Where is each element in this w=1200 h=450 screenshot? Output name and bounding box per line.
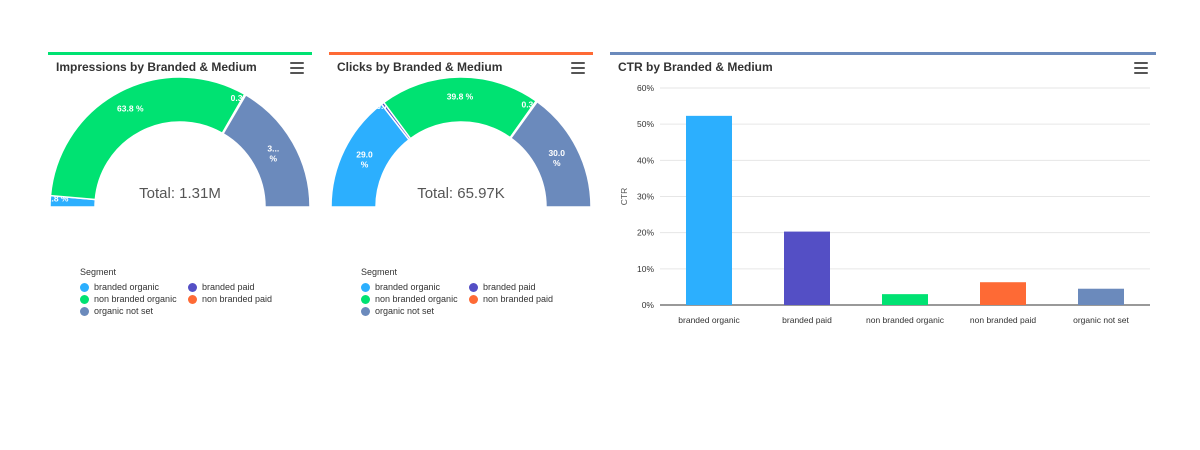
- clicks-total: Total: 65.97K: [417, 185, 505, 202]
- x-tick-label: branded organic: [678, 315, 740, 325]
- legend-dot-icon: [80, 306, 89, 316]
- legend-item-non-branded-paid[interactable]: non branded paid: [188, 294, 298, 304]
- bar-organic-not-set[interactable]: [1078, 288, 1124, 305]
- y-tick-label: 20%: [637, 228, 654, 238]
- bar-non-branded-organic[interactable]: [882, 294, 928, 305]
- y-tick-label: 50%: [637, 119, 654, 129]
- legend-dot-icon: [469, 294, 478, 304]
- legend-item-branded-paid[interactable]: branded paid: [469, 282, 579, 292]
- slice-label-branded-organic: 2.8 %: [47, 194, 69, 204]
- slice-non-branded-organic[interactable]: [382, 76, 538, 140]
- clicks-title: Clicks by Branded & Medium: [337, 60, 503, 74]
- legend-item-branded-paid[interactable]: branded paid: [188, 282, 298, 292]
- impressions-menu-icon[interactable]: [290, 62, 304, 74]
- slice-organic-not-set[interactable]: [509, 100, 592, 208]
- slice-label-non-branded-paid: 0.3 %: [231, 93, 253, 103]
- legend-item-organic-not-set[interactable]: organic not set: [361, 306, 469, 316]
- y-axis-label: CTR: [619, 188, 629, 205]
- legend-item-branded-organic[interactable]: branded organic: [361, 282, 469, 292]
- ctr-panel: CTR by Branded & Medium 0% 10% 20% 30% 40% 50…: [610, 52, 1156, 342]
- clicks-panel: Clicks by Branded & Medium 29.0%0.7 %39.…: [329, 52, 593, 332]
- bar-branded-organic[interactable]: [686, 115, 732, 305]
- y-tick-label: 10%: [637, 264, 654, 274]
- legend-title: Segment: [361, 267, 398, 277]
- legend-dot-icon: [361, 306, 370, 316]
- x-tick-label: branded paid: [782, 315, 832, 325]
- y-tick-label: 30%: [637, 192, 654, 202]
- impressions-semi-donut: 2.8 % 63.8 % 0.3 % 3...%: [47, 76, 311, 208]
- bar-branded-paid[interactable]: [784, 231, 830, 305]
- slice-label-non-branded-organic: 63.8 %: [117, 104, 144, 114]
- ctr-menu-icon[interactable]: [1134, 62, 1148, 74]
- x-tick-label: organic not set: [1073, 315, 1129, 325]
- legend-item-branded-organic[interactable]: branded organic: [80, 282, 188, 292]
- legend-title: Segment: [80, 267, 117, 277]
- legend-dot-icon: [80, 294, 89, 304]
- impressions-total: Total: 1.31M: [139, 185, 221, 202]
- slice-label-branded-organic: 29.0%: [356, 150, 373, 170]
- legend-dot-icon: [361, 294, 370, 304]
- impressions-accent-line: [48, 52, 312, 55]
- legend-item-non-branded-organic[interactable]: non branded organic: [361, 294, 469, 304]
- legend-dot-icon: [469, 282, 478, 292]
- slice-label-organic-not-set: 3...%: [267, 144, 279, 164]
- legend-dot-icon: [80, 282, 89, 292]
- clicks-menu-icon[interactable]: [571, 62, 585, 74]
- y-tick-label: 0%: [642, 300, 655, 310]
- impressions-panel: Impressions by Branded & Medium 2.8 % 63.…: [47, 52, 312, 332]
- bar-non-branded-paid[interactable]: [980, 282, 1026, 305]
- y-tick-label: 40%: [637, 155, 654, 165]
- legend-item-non-branded-paid[interactable]: non branded paid: [469, 294, 579, 304]
- clicks-semi-donut: 29.0%0.7 %39.8 %0.3 %30.0%: [330, 76, 592, 208]
- legend-dot-icon: [361, 282, 370, 292]
- legend-item-organic-not-set[interactable]: organic not set: [80, 306, 188, 316]
- y-tick-label: 60%: [637, 83, 654, 93]
- ctr-accent-line: [610, 52, 1156, 55]
- legend-dot-icon: [188, 282, 197, 292]
- clicks-accent-line: [329, 52, 593, 55]
- slice-organic-not-set[interactable]: [222, 93, 311, 208]
- slice-label-non-branded-organic: 39.8 %: [447, 92, 474, 102]
- x-tick-label: non branded paid: [970, 315, 1036, 325]
- legend-dot-icon: [188, 294, 197, 304]
- legend-item-non-branded-organic[interactable]: non branded organic: [80, 294, 188, 304]
- slice-label-non-branded-paid: 0.3 %: [521, 99, 543, 109]
- impressions-legend: Segment branded organic branded paid non…: [80, 267, 298, 316]
- slice-non-branded-organic[interactable]: [49, 76, 246, 201]
- ctr-title: CTR by Branded & Medium: [618, 60, 773, 74]
- ctr-bar-chart: 0% 10% 20% 30% 40% 50% 60% CTR branded organic br…: [619, 83, 1150, 325]
- x-tick-label: non branded organic: [866, 315, 945, 325]
- slice-label-organic-not-set: 30.0%: [548, 148, 565, 168]
- impressions-title: Impressions by Branded & Medium: [56, 60, 257, 74]
- clicks-legend: Segment branded organic branded paid non…: [361, 267, 579, 316]
